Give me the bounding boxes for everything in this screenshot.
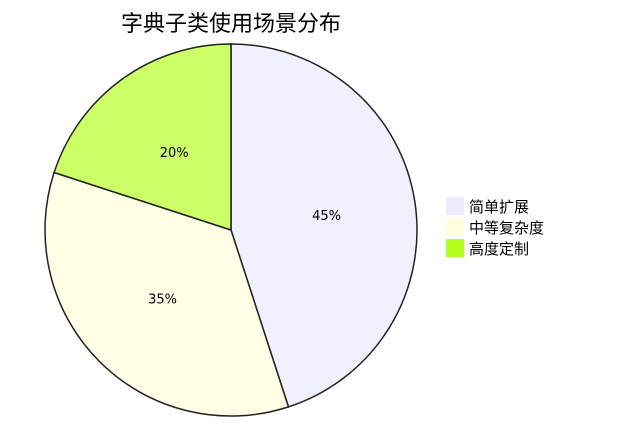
legend-swatch bbox=[446, 218, 464, 236]
slice-data-label: 35% bbox=[148, 292, 177, 307]
pie-slice bbox=[44, 171, 290, 417]
slice-data-label: 45% bbox=[312, 209, 341, 224]
chart-title: 字典子类使用场景分布 bbox=[121, 12, 341, 37]
pie-slice bbox=[230, 43, 418, 408]
legend-swatch bbox=[446, 197, 464, 215]
legend-label: 中等复杂度 bbox=[469, 219, 544, 237]
pie-slice bbox=[53, 43, 232, 232]
slice-data-label: 20% bbox=[160, 146, 189, 161]
legend-swatch bbox=[446, 239, 464, 257]
legend-label: 高度定制 bbox=[469, 240, 529, 258]
legend-label: 简单扩展 bbox=[469, 198, 529, 216]
